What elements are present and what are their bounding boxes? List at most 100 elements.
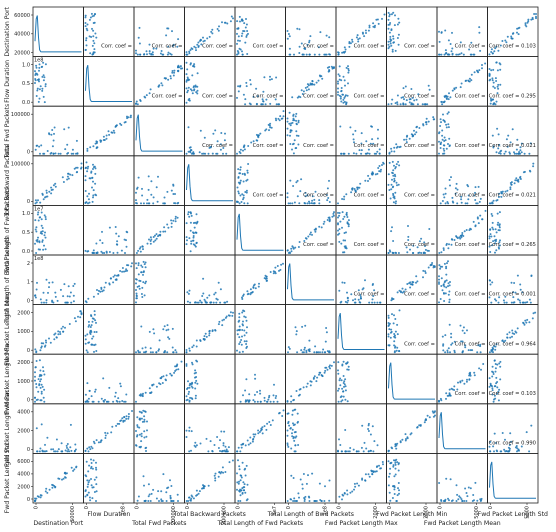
data-point	[289, 427, 292, 430]
data-point	[446, 349, 449, 352]
data-point	[277, 117, 280, 120]
data-point	[92, 51, 95, 54]
data-point	[391, 298, 394, 301]
data-point	[143, 418, 146, 421]
data-point	[211, 32, 214, 35]
data-point	[197, 41, 200, 44]
data-point	[302, 351, 305, 354]
data-point	[352, 299, 354, 302]
data-point	[396, 101, 399, 104]
data-point	[185, 80, 188, 83]
data-point	[47, 291, 49, 294]
data-point	[87, 491, 90, 494]
data-point	[86, 351, 89, 354]
data-point	[216, 140, 219, 143]
data-point	[513, 152, 516, 155]
data-point	[102, 139, 105, 141]
data-point	[445, 397, 447, 400]
data-point	[67, 177, 70, 180]
data-point	[391, 160, 394, 163]
data-point	[405, 246, 408, 249]
data-point	[367, 473, 370, 476]
data-point	[470, 41, 473, 44]
data-point	[139, 418, 141, 421]
data-point	[188, 496, 190, 499]
data-point	[51, 129, 54, 131]
data-point	[448, 323, 451, 326]
data-point	[494, 370, 497, 373]
data-point	[454, 187, 457, 190]
data-point	[245, 191, 248, 194]
data-point	[415, 98, 418, 101]
data-point	[218, 471, 221, 474]
data-point	[387, 335, 390, 338]
data-point	[340, 450, 343, 453]
data-point	[315, 351, 318, 354]
data-point	[389, 336, 392, 339]
data-point	[245, 85, 248, 88]
data-point	[166, 351, 169, 354]
data-point	[307, 235, 310, 238]
data-point	[45, 195, 48, 198]
data-point	[42, 95, 45, 98]
corr-coef-label: Corr. coef =	[303, 242, 334, 248]
data-point	[337, 361, 340, 364]
scatter-cell-r4-c4	[234, 204, 286, 256]
data-point	[140, 325, 143, 328]
data-point	[237, 39, 239, 42]
data-point	[459, 324, 462, 327]
data-point	[124, 121, 127, 123]
data-point	[337, 450, 339, 453]
data-point	[299, 190, 302, 193]
data-point	[141, 347, 144, 350]
data-point	[242, 93, 245, 96]
data-point	[37, 236, 39, 239]
data-point	[492, 371, 495, 374]
data-point	[157, 349, 160, 352]
data-point	[34, 294, 36, 297]
data-point	[370, 469, 373, 472]
data-point	[393, 475, 396, 478]
data-point	[49, 341, 52, 344]
data-point	[360, 149, 363, 152]
data-point	[298, 393, 301, 396]
data-point	[460, 340, 463, 343]
data-point	[423, 421, 426, 424]
data-point	[388, 472, 391, 475]
data-point	[166, 190, 169, 193]
data-point	[142, 248, 144, 251]
data-point	[387, 103, 390, 106]
data-point	[160, 498, 163, 501]
data-point	[291, 121, 294, 124]
data-point	[185, 395, 188, 398]
data-point	[86, 170, 89, 173]
data-point	[239, 450, 242, 453]
data-point	[355, 450, 358, 453]
data-point	[445, 51, 448, 54]
data-point	[119, 420, 122, 422]
data-point	[144, 282, 147, 285]
data-point	[202, 36, 204, 39]
data-point	[116, 243, 119, 246]
data-point	[75, 152, 77, 155]
data-point	[491, 393, 494, 396]
data-point	[535, 17, 537, 20]
data-point	[166, 324, 169, 327]
data-point	[328, 365, 331, 368]
data-point	[84, 393, 87, 396]
data-point	[256, 139, 259, 142]
data-point	[135, 430, 137, 432]
data-point	[451, 31, 453, 34]
data-point	[343, 232, 346, 234]
data-point	[324, 369, 327, 372]
data-point	[376, 301, 379, 304]
data-point	[48, 133, 51, 136]
y-tick-label: 6000	[17, 459, 30, 465]
data-point	[259, 400, 262, 403]
data-point	[340, 242, 343, 245]
data-point	[495, 382, 498, 385]
data-point	[222, 442, 225, 445]
data-point	[112, 129, 115, 132]
data-point	[104, 431, 107, 434]
data-point	[409, 286, 412, 289]
